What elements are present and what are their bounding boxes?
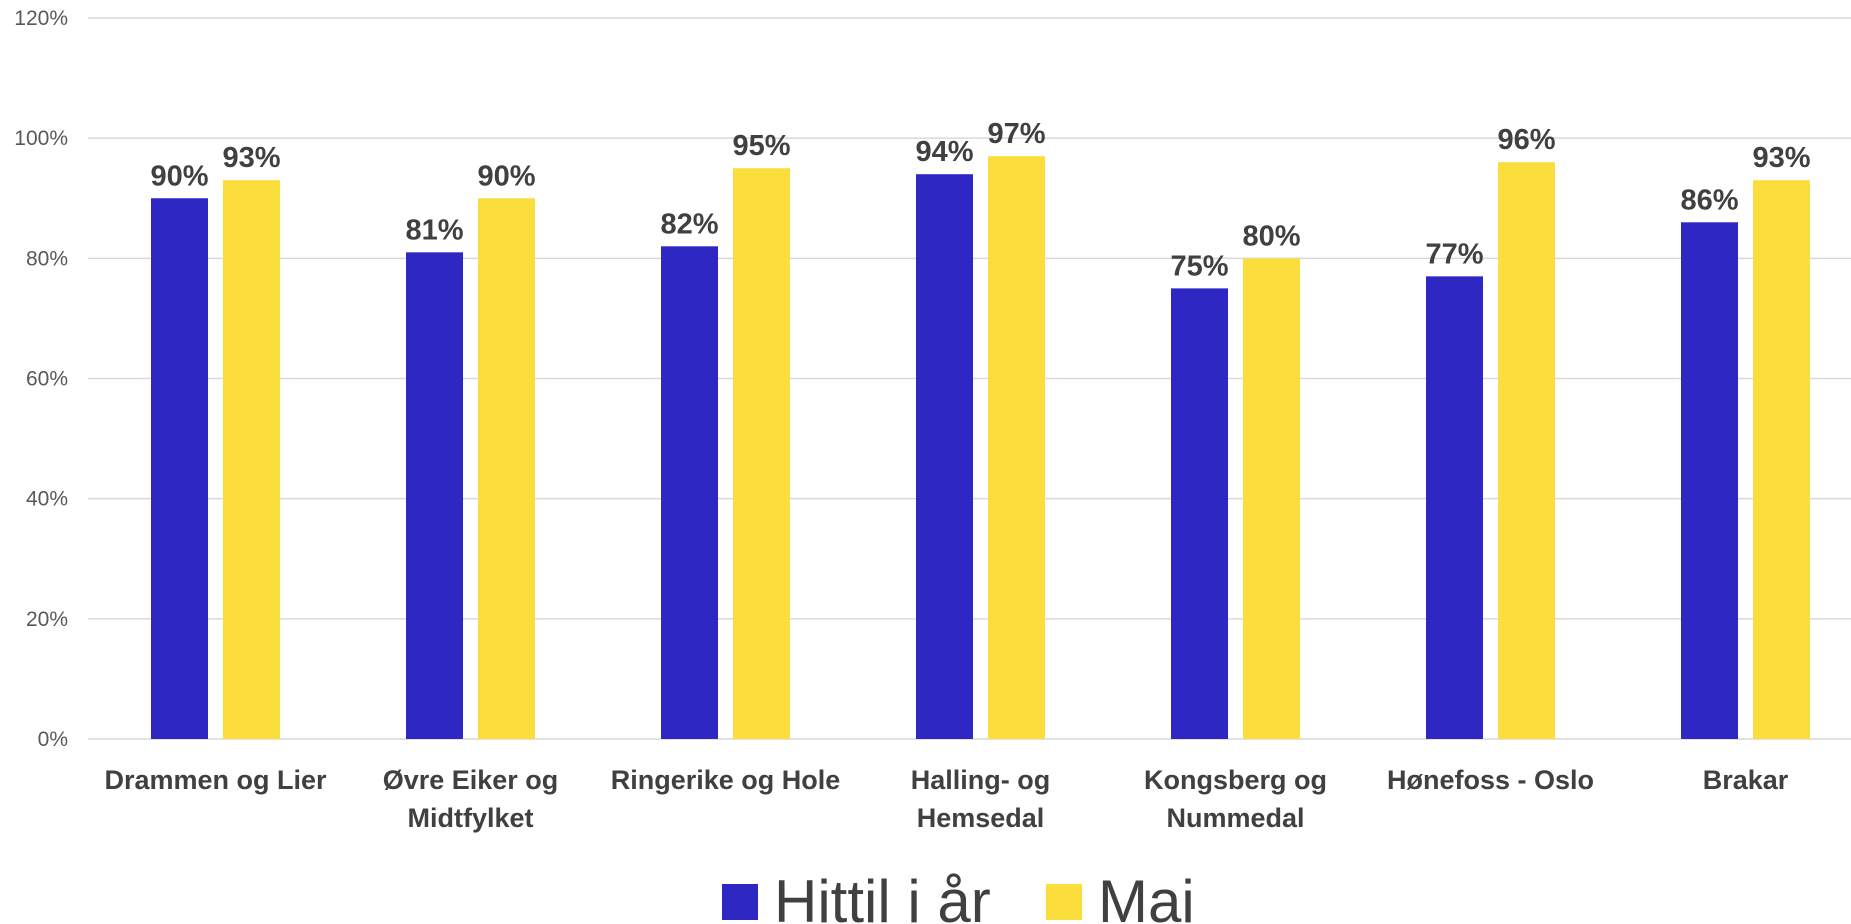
bar-mai-0 [223,180,280,740]
category-label: Øvre Eiker og [383,765,559,795]
data-labels: 90% 93% 81% 90% 82% 95% 94% 97% 75% 80% 77% 96% 86% 9… [150,118,1810,282]
y-tick-label: 40% [26,488,68,511]
bars [151,156,1810,740]
data-label: 86% [1680,184,1738,216]
data-label: 75% [1170,250,1228,282]
bar-mai-4 [1243,258,1300,739]
y-tick-label: 20% [26,608,68,631]
category-label: Halling- og [911,765,1050,795]
data-label: 90% [477,160,535,192]
x-axis: Drammen og Lier Øvre Eiker og Midtfylket Ri… [104,765,1788,833]
data-label: 82% [660,208,718,240]
y-tick-label: 100% [14,127,68,150]
data-label: 80% [1242,220,1300,252]
bar-hittil-5 [1426,276,1483,739]
y-tick-label: 80% [26,247,68,270]
data-label: 95% [732,130,790,162]
category-label: Brakar [1703,765,1789,795]
bar-mai-3 [988,156,1045,740]
data-label: 77% [1425,238,1483,270]
bar-mai-5 [1498,162,1555,739]
bar-hittil-4 [1171,288,1228,739]
category-label: Nummedal [1166,803,1304,833]
bar-mai-6 [1753,180,1810,740]
legend-swatch-hittil [722,884,758,920]
legend-label: Hittil i år [774,868,991,924]
bar-hittil-0 [151,198,208,739]
data-label: 81% [405,214,463,246]
legend-swatch-mai [1046,884,1082,920]
data-label: 97% [987,118,1045,150]
data-label: 94% [915,136,973,168]
data-label: 96% [1497,124,1555,156]
category-label: Ringerike og Hole [611,765,841,795]
category-label: Hønefoss - Oslo [1387,765,1594,795]
bar-hittil-6 [1681,222,1738,740]
category-label: Midtfylket [407,803,533,833]
data-label: 93% [222,142,280,174]
bar-hittil-3 [916,174,973,739]
legend-label: Mai [1098,868,1195,924]
bar-hittil-2 [661,246,718,740]
bar-mai-2 [733,168,790,740]
bar-hittil-1 [406,252,463,739]
y-tick-label: 0% [38,728,68,751]
category-label: Kongsberg og [1144,765,1327,795]
data-label: 93% [1752,142,1810,174]
y-tick-label: 120% [14,7,68,30]
bar-mai-1 [478,198,535,739]
category-label: Drammen og Lier [104,765,327,795]
data-label: 90% [150,160,208,192]
y-axis: 0% 20% 40% 60% 80% 100% 120% [14,7,68,751]
y-tick-label: 60% [26,368,68,391]
legend: Hittil i år Mai [722,868,1195,924]
category-label: Hemsedal [917,803,1045,833]
